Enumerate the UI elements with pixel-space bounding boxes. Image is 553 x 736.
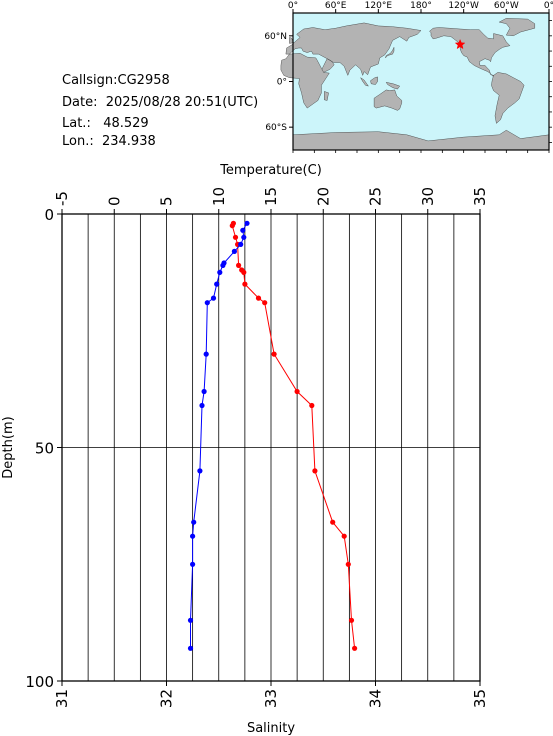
bottom-axis-title: Salinity bbox=[247, 721, 295, 736]
temperature-data-point bbox=[341, 533, 347, 539]
salinity-data-point bbox=[240, 227, 246, 233]
bottom-axis-tick-label: 31 bbox=[53, 689, 71, 708]
top-axis-tick-label: 10 bbox=[210, 187, 228, 206]
salinity-data-point bbox=[214, 281, 220, 287]
map-lon-label: 0° bbox=[288, 1, 298, 11]
location-map: 0° 60°E 120°E 180° 120°W 60°W 0° 60°N 0° 60°S bbox=[264, 1, 553, 153]
map-lon-label: 60°E bbox=[325, 1, 347, 11]
temperature-data-point bbox=[236, 262, 242, 268]
temperature-data-point bbox=[312, 468, 318, 474]
y-axis-tick-label: 50 bbox=[35, 440, 54, 458]
temperature-data-point bbox=[352, 645, 358, 651]
temperature-data-point bbox=[330, 519, 336, 525]
bottom-axis-tick-label: 33 bbox=[262, 689, 280, 708]
bottom-axis-tick-label: 35 bbox=[471, 689, 489, 708]
temperature-data-point bbox=[242, 281, 248, 287]
salinity-data-point bbox=[203, 351, 209, 357]
temperature-profile-line bbox=[231, 223, 356, 649]
map-landmass bbox=[498, 18, 535, 37]
salinity-data-point bbox=[241, 234, 247, 240]
longitude-text: Lon.: 234.938 bbox=[62, 134, 156, 149]
salinity-data-point bbox=[191, 519, 197, 525]
y-axis-tick-label: 0 bbox=[44, 206, 54, 224]
top-axis-tick-label: 15 bbox=[262, 187, 280, 206]
bottom-axis-tick-label: 32 bbox=[158, 689, 176, 708]
top-axis-tick-label: 0 bbox=[105, 196, 123, 206]
temperature-data-point bbox=[309, 402, 315, 409]
date-text: Date: 2025/08/28 20:51(UTC) bbox=[62, 95, 259, 110]
y-axis-tick-label: 100 bbox=[25, 673, 54, 691]
salinity-data-point bbox=[204, 300, 210, 306]
latitude-text: Lat.: 48.529 bbox=[62, 116, 149, 131]
star-icon bbox=[454, 38, 466, 50]
map-lon-label: 60°W bbox=[494, 1, 519, 11]
salinity-data-point bbox=[238, 241, 244, 247]
top-axis-tick-label: 5 bbox=[158, 196, 176, 206]
salinity-data-point bbox=[190, 533, 196, 539]
top-axis-title: Temperature(C) bbox=[219, 163, 322, 178]
map-landmass bbox=[373, 89, 402, 111]
top-axis-tick-label: 30 bbox=[419, 187, 437, 206]
map-lat-label: 60°N bbox=[264, 32, 287, 42]
map-landmass bbox=[385, 47, 395, 59]
salinity-data-point bbox=[187, 617, 194, 623]
top-axis-tick-label: 25 bbox=[367, 187, 385, 206]
temperature-data-point bbox=[271, 351, 277, 357]
salinity-data-point bbox=[187, 645, 194, 651]
callsign-text: Callsign:CG2958 bbox=[62, 73, 170, 88]
salinity-data-point bbox=[199, 402, 205, 409]
salinity-data-point bbox=[197, 468, 203, 474]
salinity-data-point bbox=[220, 262, 226, 268]
temperature-data-point bbox=[229, 223, 235, 229]
salinity-data-point bbox=[217, 269, 223, 275]
salinity-data-point bbox=[244, 220, 250, 226]
map-lon-label: 120°E bbox=[365, 1, 393, 11]
map-landmass bbox=[491, 72, 525, 124]
top-axis-tick-label: 20 bbox=[314, 187, 332, 206]
salinity-data-point bbox=[190, 561, 196, 567]
map-lon-label: 120°W bbox=[448, 1, 479, 11]
map-lon-label: 0° bbox=[544, 1, 553, 11]
salinity-data-point bbox=[210, 295, 217, 301]
salinity-data-point bbox=[231, 248, 237, 254]
temperature-data-point bbox=[345, 561, 351, 567]
temperature-data-point bbox=[294, 388, 300, 395]
map-lon-label: 180° bbox=[410, 1, 432, 11]
map-landmass bbox=[370, 76, 378, 85]
top-axis-tick-label: -5 bbox=[53, 191, 71, 206]
bottom-axis-tick-label: 34 bbox=[367, 689, 385, 708]
map-landmass bbox=[324, 91, 329, 101]
temperature-data-point bbox=[262, 300, 268, 306]
map-lat-label: 60°S bbox=[265, 123, 287, 133]
y-axis-title: Depth(m) bbox=[1, 416, 16, 478]
temperature-data-point bbox=[348, 617, 355, 623]
map-lat-label: 0° bbox=[277, 78, 287, 88]
map-landmass bbox=[385, 82, 401, 90]
temperature-data-point bbox=[232, 234, 239, 240]
temperature-data-point bbox=[241, 269, 247, 275]
temperature-data-point bbox=[255, 295, 262, 301]
top-axis-tick-label: 35 bbox=[471, 187, 489, 206]
map-landmass bbox=[360, 77, 369, 87]
map-landmass bbox=[285, 22, 422, 76]
salinity-data-point bbox=[201, 388, 207, 395]
